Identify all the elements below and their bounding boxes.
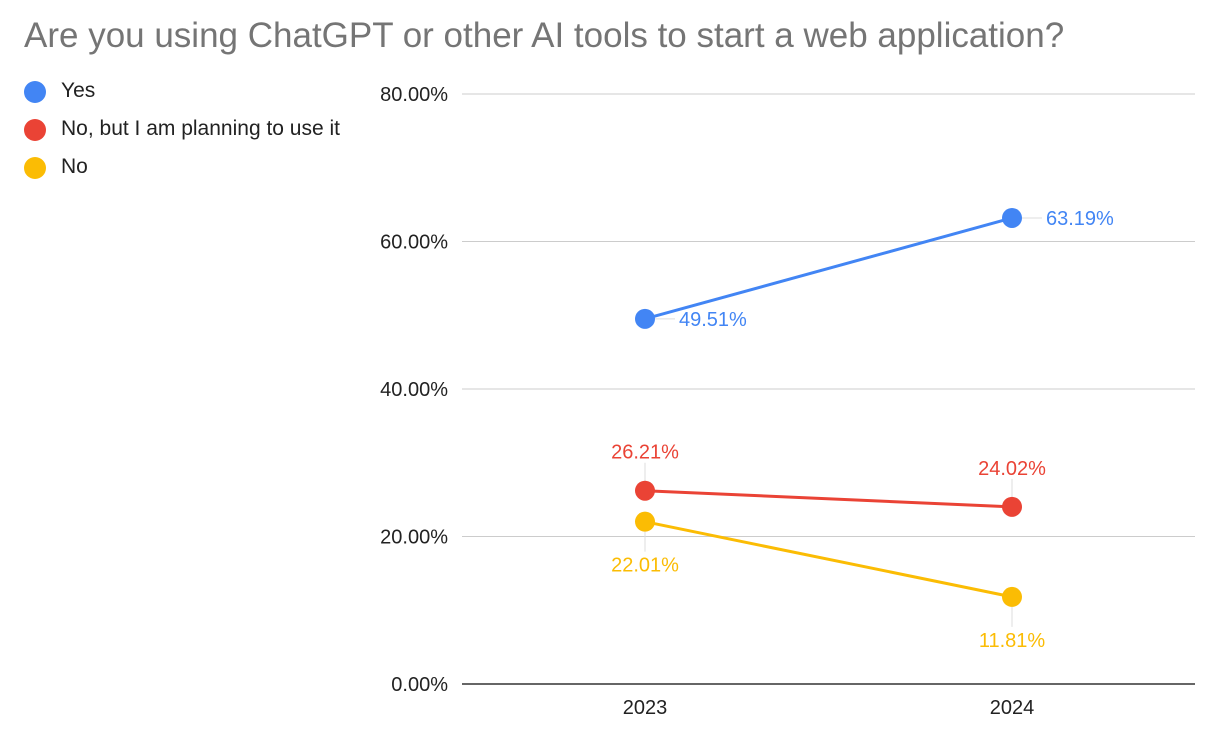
data-point [635,308,655,329]
legend-item-no: No [24,155,344,179]
legend-swatch-no [24,157,46,179]
legend-item-planning: No, but I am planning to use it [24,117,344,141]
series-line [644,520,1013,599]
legend-item-yes: Yes [24,79,344,103]
y-tick-label: 80.00% [380,84,448,106]
data-label: 11.81% [979,630,1046,652]
legend-swatch-planning [24,119,46,141]
x-tick-label: 2024 [990,697,1035,719]
data-label: 63.19% [1046,208,1114,230]
data-point [1002,207,1022,228]
data-point [1002,496,1022,517]
data-label: 22.01% [611,555,679,577]
data-label: 24.02% [978,458,1046,480]
y-tick-label: 40.00% [380,379,448,401]
data-point [1002,586,1022,607]
legend: Yes No, but I am planning to use it No [24,80,344,194]
y-tick-label: 0.00% [391,674,448,696]
series-line [644,216,1013,321]
chart-title: Are you using ChatGPT or other AI tools … [24,16,1065,55]
y-tick-label: 20.00% [380,527,448,549]
y-tick-label: 60.00% [380,232,448,254]
legend-label-yes: Yes [61,79,96,102]
data-point [635,511,655,532]
data-label: 26.21% [611,442,679,464]
legend-label-planning: No, but I am planning to use it [61,117,340,140]
data-point [635,480,655,501]
series-line [644,489,1013,509]
x-tick-label: 2023 [623,697,668,719]
data-label: 49.51% [679,309,747,331]
legend-label-no: No [61,155,88,178]
legend-swatch-yes [24,81,46,103]
